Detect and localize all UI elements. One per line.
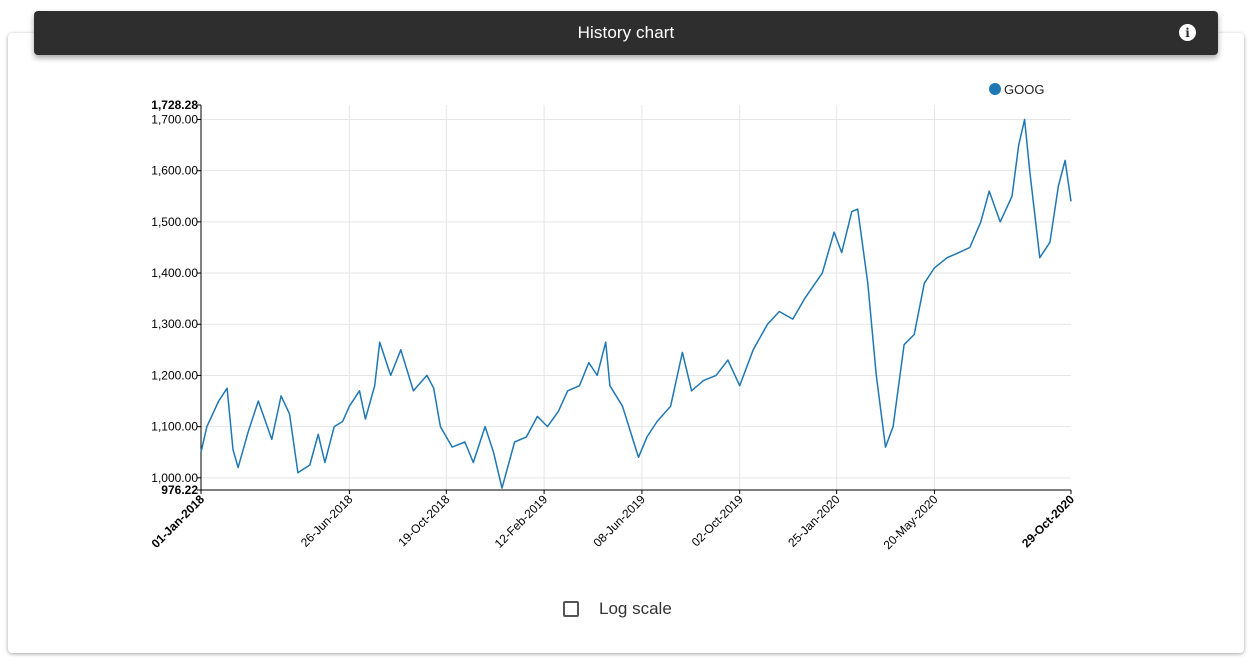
y-tick-label: 1,100.00 xyxy=(151,420,198,434)
x-tick-label: 26-Jun-2018 xyxy=(298,492,356,550)
y-tick-label: 1,728.28 xyxy=(151,98,198,112)
chart-panel-title: History chart xyxy=(577,23,675,42)
x-tick-label: 08-Jun-2019 xyxy=(590,492,648,550)
chart-card xyxy=(8,33,1244,653)
legend-label: GOOG xyxy=(1004,82,1044,97)
y-tick-label: 1,600.00 xyxy=(151,164,198,178)
y-tick-label: 976.22 xyxy=(161,483,198,497)
x-tick-label: 20-May-2020 xyxy=(881,492,941,552)
chart-grid xyxy=(201,105,1071,490)
chart-legend[interactable]: GOOG xyxy=(989,82,1044,97)
x-tick-label: 19-Oct-2018 xyxy=(395,492,452,549)
y-tick-label: 1,000.00 xyxy=(151,471,198,485)
y-tick-label: 1,200.00 xyxy=(151,368,198,382)
series-line-goog xyxy=(200,118,1072,489)
chart-axes: 976.221,000.00 1,100.00 1,200.00 1,300.00 1,… xyxy=(149,98,1078,552)
y-tick-label: 1,300.00 xyxy=(151,317,198,331)
info-icon[interactable]: i xyxy=(1179,24,1196,41)
log-scale-toggle[interactable]: Log scale xyxy=(563,598,672,620)
y-tick-label: 1,700.00 xyxy=(151,112,198,126)
x-tick-label: 29-Oct-2020 xyxy=(1019,492,1077,550)
x-tick-label: 02-Oct-2019 xyxy=(689,492,746,549)
x-tick-label: 25-Jan-2020 xyxy=(785,492,843,550)
log-scale-checkbox[interactable] xyxy=(563,601,579,617)
chart-series xyxy=(200,118,1072,489)
y-tick-label: 1,500.00 xyxy=(151,215,198,229)
log-scale-label: Log scale xyxy=(599,599,672,618)
x-tick-label: 12-Feb-2019 xyxy=(492,492,551,551)
legend-marker xyxy=(989,83,1001,95)
y-tick-label: 1,400.00 xyxy=(151,266,198,280)
chart-header-bar: History chart i xyxy=(34,11,1218,55)
x-tick-label: 01-Jan-2018 xyxy=(149,492,208,551)
